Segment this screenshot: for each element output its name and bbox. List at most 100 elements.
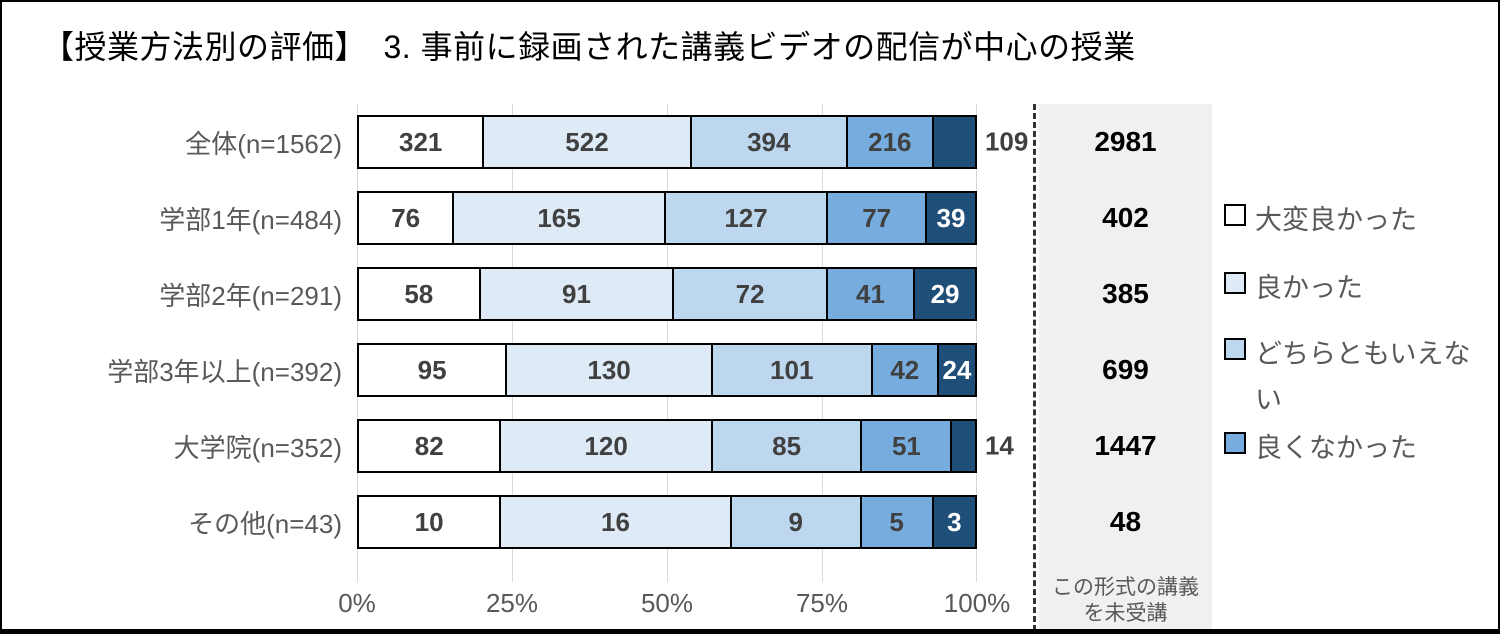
segment-value: 51 bbox=[891, 430, 921, 461]
category-labels: 全体(n=1562) 学部1年(n=484) 学部2年(n=291) 学部3年以上(n… bbox=[2, 104, 342, 560]
side-value: 48 bbox=[1109, 506, 1142, 537]
bar-segment: 101 bbox=[712, 343, 873, 397]
segment-value: 10 bbox=[414, 506, 444, 537]
side-value: 1447 bbox=[1094, 430, 1157, 461]
bar-segment: 51 bbox=[862, 419, 953, 473]
segment-value: 91 bbox=[562, 278, 591, 309]
bar-row: 82 120 85 51 14 bbox=[357, 408, 1014, 484]
segment-value: 101 bbox=[770, 354, 814, 385]
side-values: 2981 402 385 699 1447 48 bbox=[1039, 104, 1212, 560]
bar-segment: 5 bbox=[861, 495, 934, 549]
legend-label: どちらともいえない bbox=[1255, 339, 1471, 415]
segment-value: 216 bbox=[868, 126, 912, 157]
segment-value: 321 bbox=[399, 126, 443, 157]
bar-segment: 165 bbox=[454, 191, 666, 245]
bar-segment: 522 bbox=[484, 115, 692, 169]
segment-value: 85 bbox=[772, 430, 802, 461]
bar-segment: 29 bbox=[915, 267, 977, 321]
bar-segment: 14 bbox=[952, 419, 1014, 473]
segment-value: 82 bbox=[414, 430, 444, 461]
segment-value: 120 bbox=[584, 430, 628, 461]
stacked-bar: 76 165 127 77 39 bbox=[357, 191, 977, 245]
legend-item: 大変良かった bbox=[1224, 198, 1496, 244]
x-axis-tick: 50% bbox=[640, 588, 694, 618]
segment-value: 76 bbox=[391, 202, 421, 233]
bar-row: 76 165 127 77 39 bbox=[357, 180, 977, 256]
side-panel-footer: この形式の講義 を未受講 bbox=[1039, 575, 1212, 628]
bar-row: 321 522 394 216 109 bbox=[357, 104, 1028, 180]
x-axis-tick: 25% bbox=[485, 588, 539, 618]
legend-label: 良かった bbox=[1255, 273, 1363, 303]
segment-value: 39 bbox=[936, 202, 966, 233]
bar-segment: 91 bbox=[480, 267, 675, 321]
segment-value: 42 bbox=[890, 354, 920, 385]
chart-title: 【授業方法別の評価】 3. 事前に録画された講義ビデオの配信が中心の授業 bbox=[42, 29, 1136, 65]
bar-segment: 76 bbox=[357, 191, 455, 245]
bar-segment: 127 bbox=[665, 191, 829, 245]
segment-value: 77 bbox=[862, 202, 892, 233]
segment-value: 72 bbox=[735, 278, 765, 309]
legend-item: 良かった bbox=[1224, 266, 1496, 312]
x-axis: 0% 25% 50% 75% 100% bbox=[338, 588, 1010, 620]
bar-segment: 72 bbox=[674, 267, 828, 321]
bar-segment: 42 bbox=[872, 343, 940, 397]
legend-swatch bbox=[1224, 272, 1246, 294]
legend-item: 良くなかった bbox=[1224, 426, 1496, 472]
bar-segment: 41 bbox=[827, 267, 916, 321]
bar-row: 10 16 9 5 3 bbox=[357, 484, 977, 560]
category-label: 大学院(n=352) bbox=[173, 432, 342, 463]
bar-segment: 77 bbox=[828, 191, 927, 245]
bar-segment: 9 bbox=[731, 495, 862, 549]
segment-value: 394 bbox=[747, 126, 791, 157]
stacked-bar: 321 522 394 216 109 bbox=[357, 115, 1028, 169]
legend-swatch bbox=[1224, 432, 1246, 454]
segment-value: 3 bbox=[947, 506, 962, 537]
bar-segment: 95 bbox=[357, 343, 508, 397]
dashed-separator bbox=[1033, 104, 1036, 629]
segment-value: 165 bbox=[537, 202, 581, 233]
bar-segment: 58 bbox=[357, 267, 481, 321]
segment-value: 9 bbox=[788, 506, 803, 537]
stacked-bar: 95 130 101 42 24 bbox=[357, 343, 977, 397]
side-panel-footer-line: を未受講 bbox=[1083, 601, 1168, 625]
plot-area: 321 522 394 216 109 76 165 127 77 39 58 91 72 41 29 95 1… bbox=[357, 104, 1028, 582]
legend-swatch bbox=[1224, 338, 1246, 360]
bar-row: 58 91 72 41 29 bbox=[357, 256, 977, 332]
segment-value: 24 bbox=[942, 354, 972, 385]
segment-value: 16 bbox=[601, 506, 630, 537]
bar-rows: 321 522 394 216 109 76 165 127 77 39 58 91 72 41 29 95 1… bbox=[357, 104, 1028, 560]
x-axis-tick: 100% bbox=[943, 588, 1011, 618]
segment-value: 522 bbox=[565, 126, 609, 157]
side-value: 402 bbox=[1102, 202, 1149, 233]
stacked-bar: 82 120 85 51 14 bbox=[357, 419, 1014, 473]
side-panel-footer-line: この形式の講義 bbox=[1052, 575, 1199, 599]
legend-label: 大変良かった bbox=[1255, 205, 1417, 235]
category-label: 学部1年(n=484) bbox=[159, 204, 342, 235]
bar-segment: 10 bbox=[357, 495, 502, 549]
bar-segment: 109 bbox=[933, 115, 1028, 169]
segment-value: 58 bbox=[404, 278, 434, 309]
side-panel: 2981 402 385 699 1447 48 この形式の講義 を未受講 bbox=[1039, 104, 1212, 629]
segment-value: 130 bbox=[587, 354, 631, 385]
stacked-bar: 10 16 9 5 3 bbox=[357, 495, 977, 549]
category-label: 学部2年(n=291) bbox=[159, 280, 342, 311]
bar-segment: 3 bbox=[933, 495, 977, 549]
bar-segment: 394 bbox=[691, 115, 848, 169]
x-axis-tick: 75% bbox=[795, 588, 849, 618]
segment-value: 5 bbox=[889, 506, 904, 537]
segment-value-outside: 109 bbox=[984, 126, 1029, 157]
legend-swatch bbox=[1224, 204, 1246, 226]
bar-segment: 39 bbox=[927, 191, 977, 245]
segment-value: 127 bbox=[724, 202, 768, 233]
side-value: 2981 bbox=[1094, 126, 1157, 157]
side-value: 699 bbox=[1102, 354, 1149, 385]
segment-value: 95 bbox=[417, 354, 447, 385]
bar-segment: 130 bbox=[507, 343, 713, 397]
segment-value: 41 bbox=[856, 278, 885, 309]
category-label: 全体(n=1562) bbox=[185, 128, 342, 159]
segment-value-outside: 14 bbox=[984, 430, 1014, 461]
stacked-bar: 58 91 72 41 29 bbox=[357, 267, 977, 321]
legend-item: どちらともいえない bbox=[1224, 332, 1496, 424]
bar-segment: 85 bbox=[712, 419, 863, 473]
